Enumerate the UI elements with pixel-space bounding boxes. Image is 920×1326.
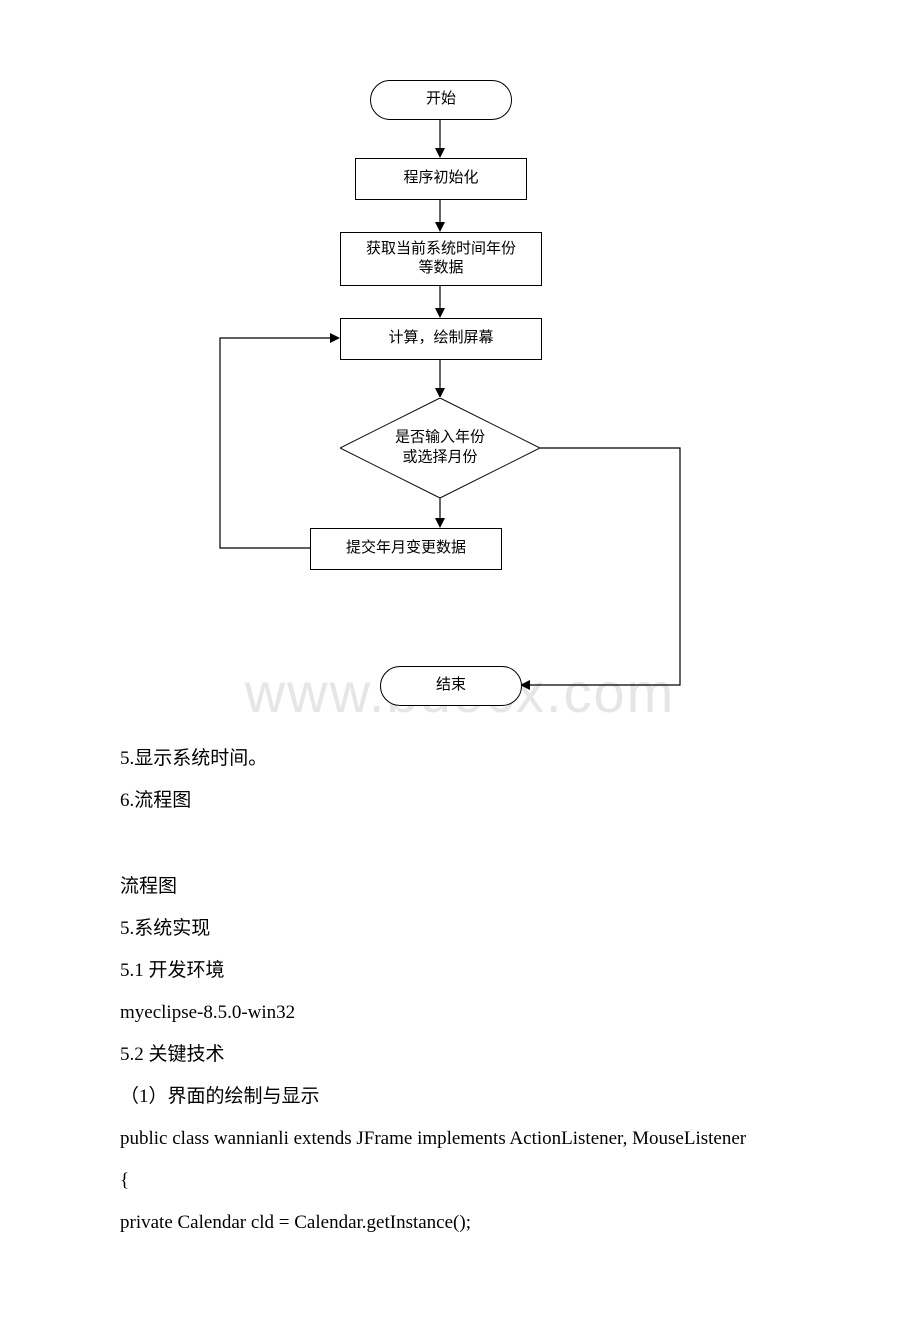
node-submit-label: 提交年月变更数据 [346,539,466,559]
node-submit: 提交年月变更数据 [310,528,502,570]
node-render: 计算，绘制屏幕 [340,318,542,360]
node-end-label: 结束 [436,676,466,696]
text-line-1: 5.显示系统时间。 [120,740,800,778]
node-gettime-label: 获取当前系统时间年份 等数据 [366,240,516,279]
text-line-11: private Calendar cld = Calendar.getInsta… [120,1204,800,1242]
flowchart-diagram: 开始 程序初始化 获取当前系统时间年份 等数据 [200,80,720,720]
node-init: 程序初始化 [355,158,527,200]
node-init-label: 程序初始化 [403,169,478,189]
node-start: 开始 [370,80,512,120]
text-line-8: （1）界面的绘制与显示 [120,1078,800,1116]
node-render-label: 计算，绘制屏幕 [388,329,493,349]
node-start-label: 开始 [426,90,456,110]
text-line-10: { [120,1162,800,1200]
text-line-5: 5.1 开发环境 [120,952,800,990]
text-line-6: myeclipse-8.5.0-win32 [120,994,800,1032]
text-line-3: 流程图 [120,868,800,906]
node-end: 结束 [380,666,522,706]
document-body: 5.显示系统时间。 6.流程图 流程图 5.系统实现 5.1 开发环境 myec… [120,740,800,1242]
node-gettime: 获取当前系统时间年份 等数据 [340,232,542,286]
text-line-2: 6.流程图 [120,782,800,820]
text-line-4: 5.系统实现 [120,910,800,948]
spacer [120,824,800,864]
text-line-7: 5.2 关键技术 [120,1036,800,1074]
text-line-9: public class wannianli extends JFrame im… [120,1120,800,1158]
node-decision-label: 是否输入年份 或选择月份 [395,429,485,468]
node-decision: 是否输入年份 或选择月份 [340,398,540,498]
